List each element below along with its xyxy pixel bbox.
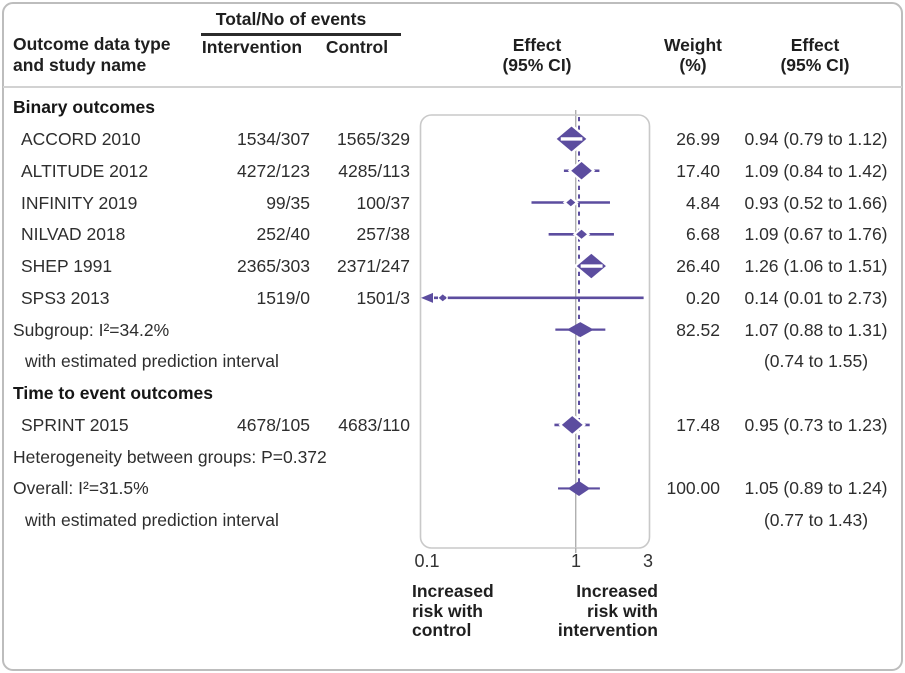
table-row: NILVAD 2018 252/40 257/38 6.68 1.09 (0.67 to… — [0, 218, 905, 250]
point-estimate-diamond — [572, 226, 591, 242]
effect-ci-value: 1.09 (0.84 to 1.42) — [744, 160, 888, 181]
row-label: Overall: I²=31.5% — [13, 478, 149, 499]
plot-frame — [419, 114, 651, 549]
increased-risk-intervention-label: Increased risk with intervention — [557, 581, 658, 640]
table-row: Overall: I²=31.5% 100.00 1.05 (0.89 to 1.2… — [0, 472, 905, 504]
effect-ci-value: 1.05 (0.89 to 1.24) — [744, 478, 888, 499]
summary-diamond — [566, 322, 594, 338]
section-label: Binary outcomes — [13, 97, 155, 118]
effect-ci-value: 1.09 (0.67 to 1.76) — [744, 224, 888, 245]
row-label: ALTITUDE 2012 — [21, 160, 149, 181]
summary-diamond — [567, 480, 591, 496]
row-label: INFINITY 2019 — [21, 192, 138, 213]
effect-column-header: Effect (95% CI) — [780, 35, 850, 75]
weight-value: 4.84 — [685, 192, 720, 213]
increased-risk-control-label: Increased risk with control — [412, 581, 494, 640]
control-events: 1501/3 — [356, 287, 410, 308]
table-row: with estimated prediction interval (0.74 … — [0, 345, 905, 377]
offscale-arrow — [421, 292, 433, 303]
row-label: SHEP 1991 — [21, 256, 113, 277]
row-label: with estimated prediction interval — [25, 351, 279, 372]
table-row: INFINITY 2019 99/35 100/37 4.84 0.93 (0.52 t… — [0, 187, 905, 219]
row-label: Heterogeneity between groups: P=0.372 — [13, 446, 327, 467]
intervention-events: 4272/123 — [237, 160, 310, 181]
table-row: with estimated prediction interval (0.77 … — [0, 504, 905, 536]
point-estimate-diamond — [567, 159, 596, 183]
control-events: 257/38 — [356, 224, 410, 245]
effect-ci-value: 1.07 (0.88 to 1.31) — [744, 319, 888, 340]
weight-value: 26.99 — [676, 128, 720, 149]
intervention-events: 4678/105 — [237, 414, 310, 435]
effect-ci-value: (0.74 to 1.55) — [763, 351, 869, 372]
outcome-column-header: Outcome data type and study name — [13, 34, 171, 75]
control-events: 100/37 — [356, 192, 410, 213]
control-events: 2371/247 — [337, 256, 410, 277]
weight-column-header: Weight (%) — [663, 35, 722, 75]
row-label: Subgroup: I²=34.2% — [13, 319, 170, 340]
row-label: SPRINT 2015 — [21, 414, 129, 435]
table-row: Subgroup: I²=34.2% 82.52 1.07 (0.88 to 1.3… — [0, 314, 905, 346]
intervention-events: 1534/307 — [237, 128, 310, 149]
row-label: NILVAD 2018 — [21, 224, 126, 245]
weight-value: 6.68 — [685, 224, 720, 245]
weight-value: 17.40 — [676, 160, 720, 181]
effect-ci-value: 0.95 (0.73 to 1.23) — [744, 414, 888, 435]
point-estimate-diamond — [562, 195, 579, 210]
axis-tick-1: 1 — [570, 551, 581, 571]
intervention-events: 1519/0 — [256, 287, 310, 308]
weight-value: 82.52 — [676, 319, 720, 340]
events-group-header: Total/No of events — [215, 9, 367, 29]
axis-tick-0.1: 0.1 — [414, 551, 440, 571]
effect-ci-value: 0.93 (0.52 to 1.66) — [744, 192, 888, 213]
weight-value: 17.48 — [676, 414, 720, 435]
table-row: ACCORD 2010 1534/307 1565/329 26.99 0.94 (0.… — [0, 123, 905, 155]
table-row: ALTITUDE 2012 4272/123 4285/113 17.40 1.09 (… — [0, 155, 905, 187]
table-row: SPRINT 2015 4678/105 4683/110 17.48 0.95 (0.… — [0, 409, 905, 441]
point-estimate-diamond — [438, 294, 447, 302]
table-row: SPS3 2013 1519/0 1501/3 0.20 0.14 (0.01 to 2… — [0, 282, 905, 314]
intervention-events: 252/40 — [256, 224, 310, 245]
row-label: SPS3 2013 — [21, 287, 110, 308]
control-events: 4683/110 — [338, 414, 410, 435]
weight-value: 0.20 — [685, 287, 720, 308]
intervention-events: 99/35 — [266, 192, 310, 213]
table-row: Time to event outcomes — [0, 377, 905, 409]
section-label: Time to event outcomes — [13, 383, 214, 404]
table-row: Binary outcomes — [0, 91, 905, 123]
intervention-column-header: Intervention — [201, 37, 303, 57]
control-events: 1565/329 — [337, 128, 410, 149]
plot-effect-column-header: Effect (95% CI) — [502, 35, 572, 75]
weight-value: 26.40 — [676, 256, 720, 277]
effect-ci-value: 0.14 (0.01 to 2.73) — [744, 287, 888, 308]
effect-ci-value: (0.77 to 1.43) — [763, 510, 869, 531]
header-divider — [3, 86, 902, 88]
table-row: Heterogeneity between groups: P=0.372 — [0, 441, 905, 473]
row-label: with estimated prediction interval — [25, 510, 279, 531]
weight-value: 100.00 — [666, 478, 720, 499]
row-label: ACCORD 2010 — [21, 128, 141, 149]
control-column-header: Control — [325, 37, 389, 57]
axis-tick-3: 3 — [642, 551, 653, 571]
effect-ci-value: 0.94 (0.79 to 1.12) — [744, 128, 888, 149]
control-events: 4285/113 — [338, 160, 410, 181]
events-group-underline — [201, 33, 401, 36]
table-row: SHEP 1991 2365/303 2371/247 26.40 1.26 (1.06… — [0, 250, 905, 282]
intervention-events: 2365/303 — [237, 256, 310, 277]
effect-ci-value: 1.26 (1.06 to 1.51) — [744, 256, 888, 277]
point-estimate-diamond — [558, 413, 587, 437]
